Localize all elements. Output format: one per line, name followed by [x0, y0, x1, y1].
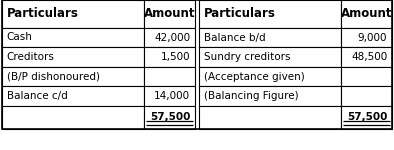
Bar	[2, 86, 144, 106]
Text: Amount: Amount	[341, 7, 392, 20]
Text: Creditors: Creditors	[7, 52, 55, 62]
Text: 14,000: 14,000	[154, 91, 190, 101]
Bar	[199, 86, 341, 106]
Bar	[341, 0, 392, 28]
Bar	[199, 67, 341, 86]
Bar	[341, 47, 392, 67]
Text: 48,500: 48,500	[351, 52, 387, 62]
Text: (Balancing Figure): (Balancing Figure)	[204, 91, 298, 101]
Text: Amount: Amount	[144, 7, 195, 20]
Text: Sundry creditors: Sundry creditors	[204, 52, 290, 62]
Bar	[2, 0, 392, 129]
Bar	[341, 28, 392, 47]
Text: Particulars: Particulars	[204, 7, 275, 20]
Bar	[341, 67, 392, 86]
Text: 57,500: 57,500	[347, 112, 387, 122]
Bar	[144, 106, 195, 129]
Bar	[2, 67, 144, 86]
Text: Balance c/d: Balance c/d	[7, 91, 67, 101]
Text: 42,000: 42,000	[154, 33, 190, 42]
Text: (B/P dishonoured): (B/P dishonoured)	[7, 72, 100, 81]
Bar	[144, 0, 195, 28]
Bar	[2, 47, 144, 67]
Bar	[144, 67, 195, 86]
Bar	[199, 0, 341, 28]
Bar	[2, 106, 144, 129]
Bar	[2, 0, 144, 28]
Text: Cash: Cash	[7, 33, 33, 42]
Bar	[199, 106, 341, 129]
Text: (Acceptance given): (Acceptance given)	[204, 72, 305, 81]
Bar	[199, 28, 341, 47]
Text: Particulars: Particulars	[7, 7, 78, 20]
Text: 1,500: 1,500	[161, 52, 190, 62]
Text: 57,500: 57,500	[150, 112, 190, 122]
Bar	[199, 47, 341, 67]
Bar	[144, 28, 195, 47]
Bar	[2, 28, 144, 47]
Bar	[341, 86, 392, 106]
Text: 9,000: 9,000	[358, 33, 387, 42]
Bar	[144, 47, 195, 67]
Bar	[341, 106, 392, 129]
Text: Balance b/d: Balance b/d	[204, 33, 265, 42]
Bar	[144, 86, 195, 106]
